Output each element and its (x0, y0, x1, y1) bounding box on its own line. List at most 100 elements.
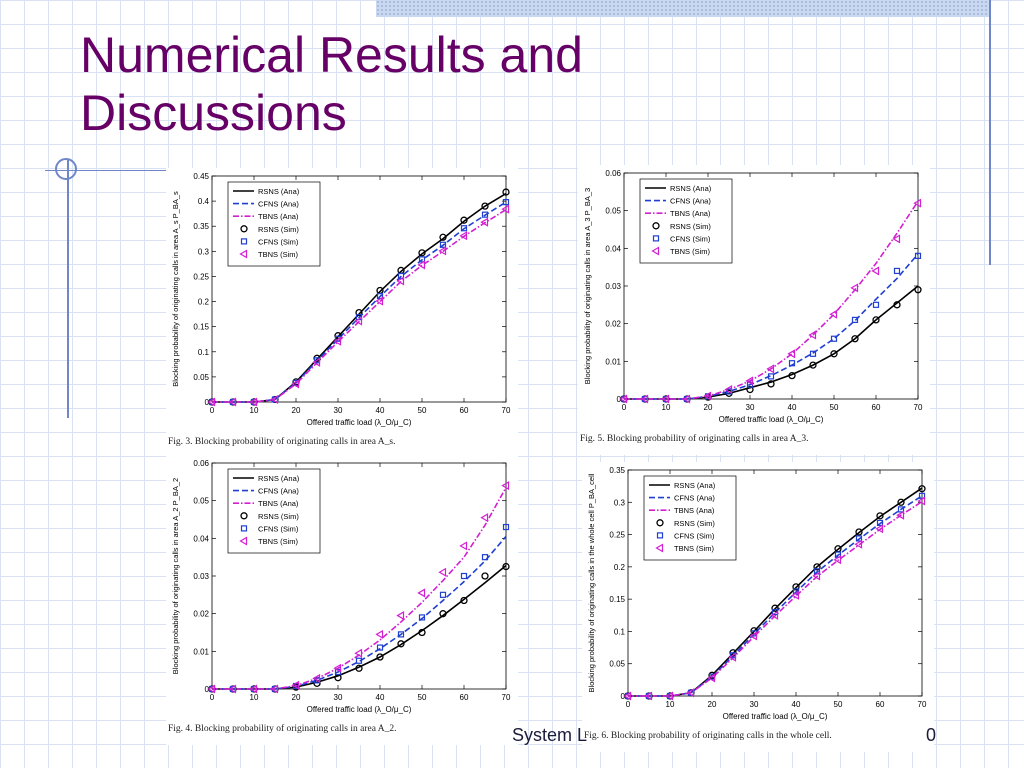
chart-svg: 0 10 20 30 40 50 60 70 0 0.01 0.02 0.03 0.04 0.05 0.06… (580, 169, 923, 444)
data-point-square (893, 267, 901, 275)
y-axis-label: Blocking probability of originating call… (583, 188, 592, 384)
x-tick-label: 10 (662, 403, 671, 412)
legend-label: RSNS (Sim) (258, 512, 299, 521)
data-point-square (460, 572, 468, 580)
y-tick-label: 0.25 (193, 272, 209, 281)
data-point-triangle (207, 684, 216, 694)
data-point-square (481, 554, 489, 561)
figure-3: 0 10 20 30 40 50 60 70 0 0.05 0.1 0.15 0.2 0.25 0.3 0.3… (166, 168, 518, 458)
data-point-square (872, 301, 880, 308)
data-point-circle (809, 361, 817, 369)
data-point-square (481, 211, 489, 218)
figure-4: 0 10 20 30 40 50 60 70 0 0.01 0.02 0.03 0.04 0.05 0.06… (166, 455, 518, 745)
data-point-square (830, 335, 838, 342)
legend-label: RSNS (Ana) (674, 481, 716, 490)
y-tick-label: 0.06 (605, 169, 621, 178)
data-point-square (502, 199, 510, 206)
data-point-triangle (249, 397, 258, 407)
x-tick-label: 70 (918, 700, 927, 709)
x-tick-label: 40 (376, 693, 385, 702)
series-line-2 (628, 500, 923, 697)
data-point-triangle (228, 397, 237, 407)
figure-caption: Fig. 4. Blocking probability of originat… (168, 723, 397, 734)
data-point-triangle (661, 394, 670, 404)
legend-marker-square (240, 238, 248, 245)
x-tick-label: 30 (334, 406, 343, 415)
data-point-circle (355, 664, 363, 672)
y-tick-label: 0.01 (193, 647, 209, 656)
data-point-square (914, 252, 922, 259)
data-point-triangle (896, 510, 905, 520)
legend-label: CFNS (Ana) (670, 197, 711, 206)
data-point-triangle (396, 276, 405, 286)
data-point-triangle (312, 673, 321, 683)
figure-caption: Fig. 3. Blocking probability of originat… (168, 436, 395, 447)
data-point-circle (460, 596, 468, 605)
legend-label: RSNS (Sim) (670, 222, 711, 231)
data-point-square (767, 373, 775, 380)
legend-marker-circle (652, 222, 660, 230)
figure-caption: Fig. 6. Blocking probability of originat… (584, 730, 832, 741)
data-point-triangle (396, 611, 405, 621)
x-tick-label: 70 (914, 403, 923, 412)
x-tick-label: 0 (622, 403, 627, 412)
legend-label: RSNS (Sim) (674, 519, 715, 528)
y-tick-label: 0.02 (193, 610, 209, 619)
legend-label: RSNS (Ana) (258, 474, 300, 483)
data-point-triangle (312, 357, 321, 367)
data-point-circle (481, 572, 489, 580)
y-tick-label: 0 (617, 395, 622, 404)
y-tick-label: 0 (621, 692, 626, 701)
data-point-triangle (619, 394, 628, 404)
y-axis-label: Blocking probability of originating call… (587, 473, 596, 692)
legend-marker-circle (240, 225, 248, 233)
y-tick-label: 0.1 (614, 627, 626, 636)
y-tick-label: 0.05 (193, 373, 209, 382)
data-point-circle (855, 528, 863, 536)
x-tick-label: 70 (502, 693, 511, 702)
x-tick-label: 30 (334, 693, 343, 702)
x-tick-label: 30 (750, 700, 759, 709)
figure-5: 0 10 20 30 40 50 60 70 0 0.01 0.02 0.03 0.04 0.05 0.06… (578, 165, 930, 455)
data-point-triangle (417, 588, 426, 598)
data-point-circle (813, 563, 821, 571)
y-tick-label: 0.35 (193, 222, 209, 231)
data-point-triangle (459, 231, 468, 241)
y-tick-label: 0.4 (198, 197, 210, 206)
x-tick-label: 70 (502, 406, 511, 415)
data-point-triangle (787, 349, 796, 359)
data-point-circle (376, 653, 384, 661)
x-tick-label: 30 (746, 403, 755, 412)
figure-6: 0 10 20 30 40 50 60 70 0 0.05 0.1 0.15 0.2 0.25 0.3 0.3… (582, 462, 934, 752)
x-tick-label: 0 (626, 700, 631, 709)
legend-marker-square (656, 532, 664, 539)
data-point-triangle (417, 260, 426, 270)
data-point-square (502, 523, 510, 531)
x-axis-label: Offered traffic load (λ_O/μ_C) (723, 712, 828, 721)
x-tick-label: 50 (834, 700, 843, 709)
data-point-triangle (871, 266, 880, 276)
data-point-circle (830, 350, 838, 358)
y-tick-label: 0.04 (605, 244, 621, 253)
data-point-triangle (875, 524, 884, 534)
data-point-circle (771, 604, 779, 612)
decorative-vertical-line-left (67, 160, 69, 418)
x-tick-label: 20 (708, 700, 717, 709)
data-point-square (439, 241, 447, 248)
y-tick-label: 0.02 (605, 320, 621, 329)
data-point-triangle (228, 684, 237, 694)
y-tick-label: 0 (205, 685, 210, 694)
x-tick-label: 50 (418, 693, 427, 702)
legend-label: TBNS (Ana) (670, 209, 711, 218)
data-point-triangle (913, 198, 922, 208)
data-point-circle (788, 371, 796, 380)
x-tick-label: 10 (666, 700, 675, 709)
data-point-circle (481, 202, 489, 210)
data-point-circle (792, 583, 800, 591)
y-tick-label: 0.03 (193, 572, 209, 581)
y-axis-label: Blocking probability of originating call… (171, 191, 180, 387)
legend-label: CFNS (Sim) (670, 234, 711, 243)
data-point-triangle (354, 316, 363, 326)
legend-marker-triangle (655, 543, 664, 553)
legend-label: RSNS (Sim) (258, 225, 299, 234)
